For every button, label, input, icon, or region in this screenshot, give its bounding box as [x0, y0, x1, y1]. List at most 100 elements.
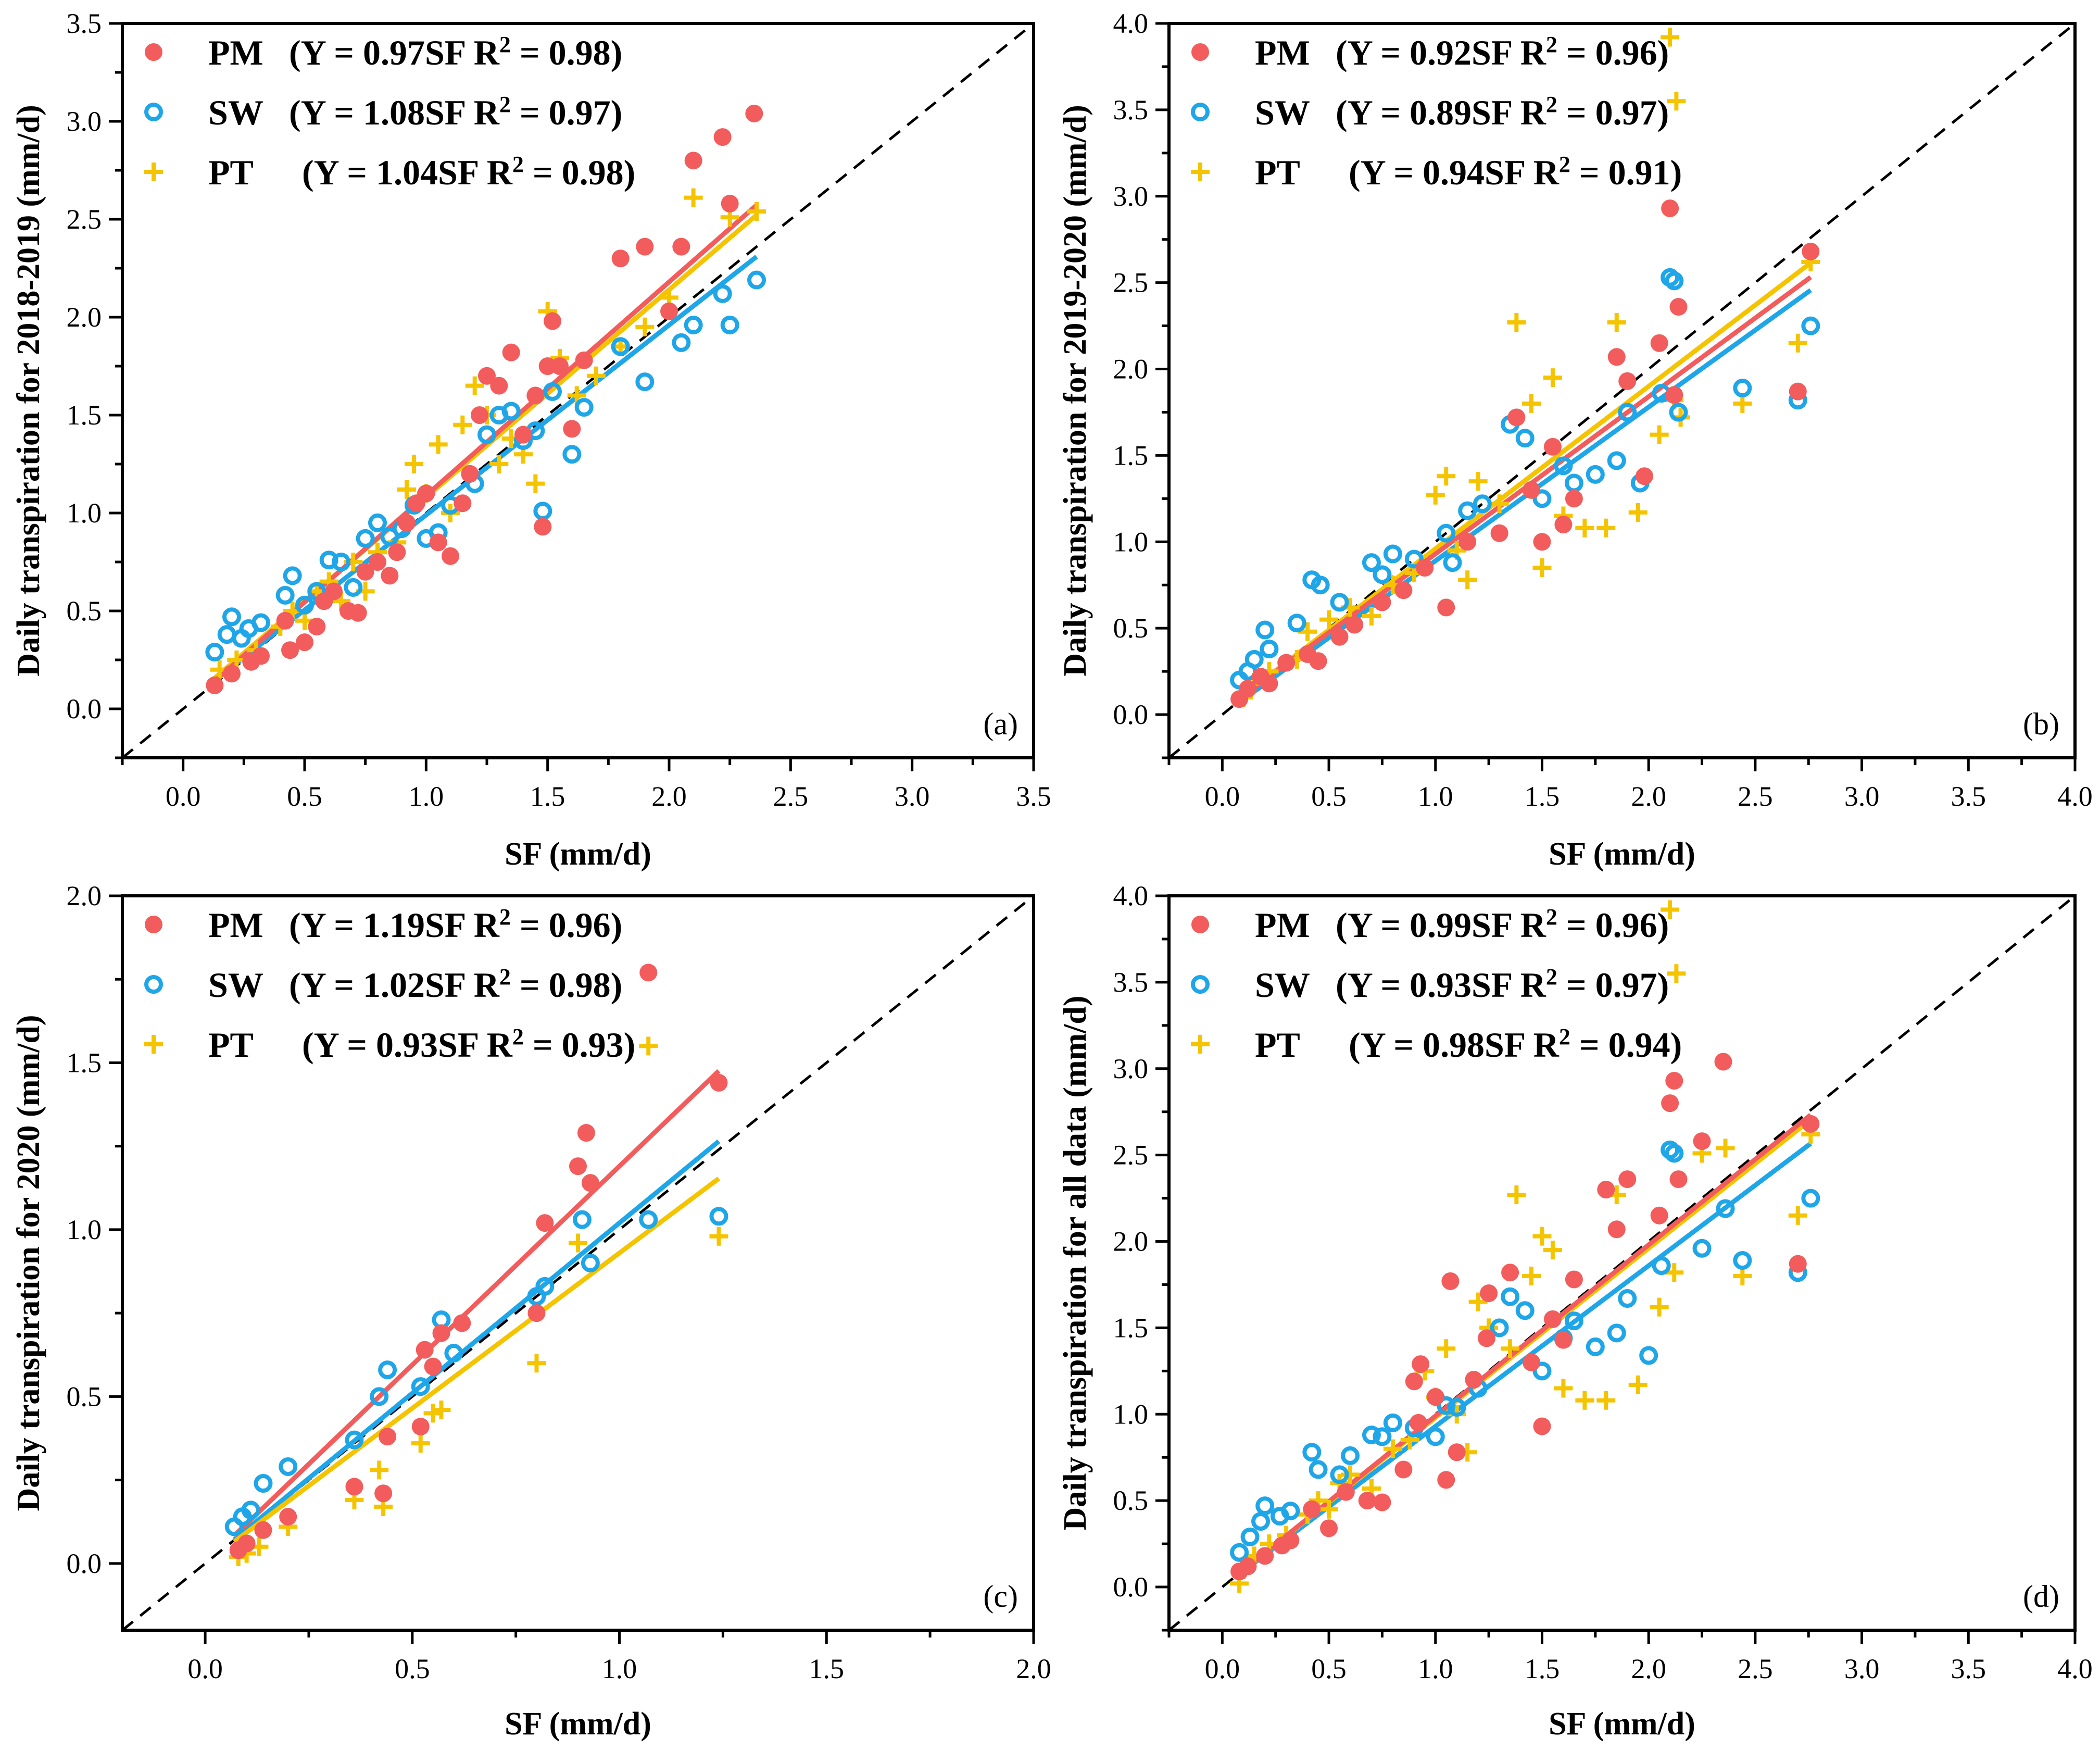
legend-equation: (Y = 0.93SF R2 = 0.97): [1336, 964, 1669, 1005]
point-pm: [325, 582, 343, 601]
point-pt: [453, 415, 472, 434]
y-tick-label: 0.5: [1113, 1485, 1149, 1516]
point-sw: [713, 284, 732, 303]
ticks-layer: 0.0 0.5 1.0 1.5 2.0 0.0 0.5 1.0 1.5 2.0: [67, 880, 1051, 1684]
point-pt: [526, 474, 545, 493]
point-pm: [1410, 1414, 1428, 1432]
point-pm: [490, 377, 508, 395]
point-pm: [544, 312, 561, 330]
legend-r2-value: = 0.98): [511, 33, 622, 72]
point-pm: [502, 343, 520, 361]
point-pm: [424, 1357, 442, 1376]
y-tick-label: 3.5: [1113, 967, 1149, 998]
point-pt: [1543, 368, 1562, 388]
ticks-layer: 0.0 0.5 1.0 1.5 2.0 2.5 3.0 3.5 4.0 0.0 0.5 1.0 1.5 2…: [1113, 8, 2093, 812]
y-tick-label: 1.0: [67, 497, 102, 529]
point-sw: [720, 316, 739, 335]
legend-marker-pt: [144, 1035, 163, 1054]
point-pm: [1665, 386, 1683, 404]
point-pm: [279, 1508, 297, 1526]
x-tick-label: 0.0: [1205, 781, 1240, 812]
point-pm: [684, 152, 702, 170]
point-sw: [252, 613, 270, 632]
x-axis-label: SF (mm/d): [1549, 1706, 1695, 1742]
point-pt: [639, 1036, 658, 1056]
point-pm: [369, 553, 386, 571]
point-pm: [461, 465, 479, 483]
y-tick-label: 2.0: [1113, 1226, 1149, 1257]
point-pm: [416, 1341, 434, 1359]
point-sw: [378, 1360, 397, 1380]
point-pt: [709, 1227, 728, 1246]
x-tick-label: 0.0: [187, 1653, 223, 1684]
legend-r2-superscript: 2: [1546, 964, 1557, 990]
point-pt: [1607, 312, 1626, 332]
point-sw: [1607, 1323, 1626, 1343]
point-sw: [1490, 1318, 1509, 1338]
legend-marker-sw: [144, 975, 163, 994]
point-pm: [1458, 533, 1477, 551]
point-pt: [1507, 1185, 1526, 1204]
point-sw: [1287, 614, 1306, 633]
y-tick-label: 1.5: [1113, 1312, 1149, 1343]
point-pt: [1383, 1439, 1402, 1458]
point-sw: [611, 337, 630, 356]
point-pm: [1309, 652, 1327, 670]
point-pt: [1661, 28, 1680, 47]
point-pt: [1554, 1379, 1573, 1398]
point-pm: [296, 633, 313, 652]
point-pm: [1437, 598, 1455, 617]
point-pm: [1416, 559, 1434, 577]
x-axis-label: SF (mm/d): [505, 1706, 651, 1742]
legend-r2-superscript: 2: [499, 904, 511, 930]
x-tick-label: 1.0: [1418, 1653, 1453, 1684]
point-sw: [1302, 1443, 1322, 1462]
point-sw: [1692, 1239, 1712, 1258]
y-tick-label: 4.0: [1113, 880, 1149, 911]
point-sw: [572, 1210, 592, 1229]
point-pm: [345, 1478, 363, 1496]
point-pm: [1260, 674, 1278, 693]
point-pm: [252, 647, 270, 665]
point-pt: [1437, 1339, 1456, 1358]
point-pt: [1319, 610, 1339, 629]
point-sw: [639, 1210, 658, 1229]
point-sw: [1260, 639, 1279, 658]
point-sw: [1255, 620, 1275, 640]
legend-r2-value: = 0.97): [1557, 965, 1669, 1005]
point-pt: [1628, 503, 1648, 522]
y-tick-label: 1.5: [67, 399, 102, 431]
point-sw: [241, 1501, 260, 1520]
point-sw: [295, 595, 314, 615]
point-sw: [1362, 553, 1381, 572]
point-pm: [1650, 1206, 1668, 1224]
x-tick-label: 2.0: [1631, 1653, 1666, 1684]
point-sw: [1473, 494, 1492, 514]
point-pm: [514, 426, 532, 444]
legend-r2-value: = 0.91): [1570, 153, 1682, 192]
legend-marker-sw: [144, 103, 163, 121]
point-sw: [332, 553, 350, 571]
ticks-layer: 0.0 0.5 1.0 1.5 2.0 2.5 3.0 3.5 0.0 0.5 1.0 1.5 2.0 2…: [67, 8, 1051, 812]
point-pm: [1394, 1460, 1413, 1479]
legend-equation: (Y = 0.99SF R2 = 0.96): [1336, 904, 1669, 945]
point-sw: [411, 1377, 430, 1396]
panel-c: 0.0 0.5 1.0 1.5 2.0 0.0 0.5 1.0 1.5 2.0 PM (Y = 1.…: [11, 880, 1051, 1742]
point-pm: [1281, 1531, 1300, 1549]
fit-line-sw: [1238, 288, 1812, 705]
point-pt: [1650, 425, 1669, 444]
point-sw: [1443, 553, 1462, 572]
point-pt: [1716, 1139, 1735, 1158]
legend-r2-superscript: 2: [1546, 32, 1557, 57]
point-pm: [526, 386, 545, 405]
point-pt: [527, 1354, 546, 1373]
panel-a: 0.0 0.5 1.0 1.5 2.0 2.5 3.0 3.5 0.0 0.5 1.0 1.5 2.0 2…: [11, 8, 1051, 872]
y-tick-label: 2.5: [67, 204, 102, 235]
plot-frame: [121, 22, 1035, 759]
point-pm: [636, 238, 654, 256]
y-tick-label: 1.0: [1113, 1398, 1149, 1430]
point-sw: [1618, 1289, 1637, 1308]
plot-frame: [1167, 22, 2077, 759]
point-sw: [1564, 1311, 1583, 1331]
point-pm: [569, 1157, 587, 1176]
